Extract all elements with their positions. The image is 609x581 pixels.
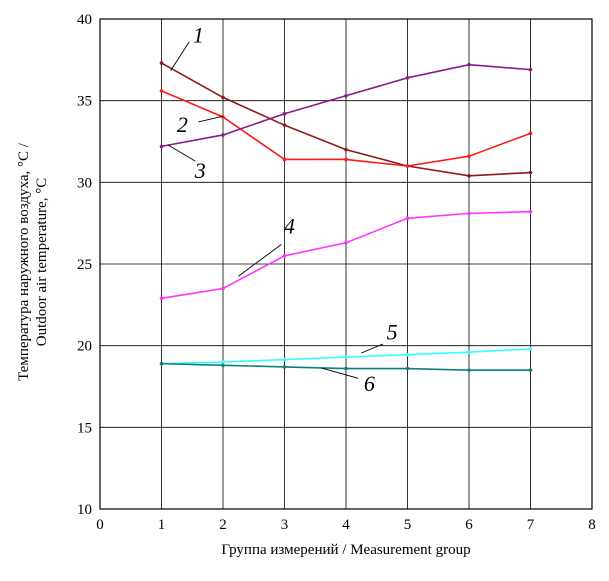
data-point — [405, 76, 410, 80]
y-axis-title-line1: Температура наружного воздуха, °С / — [16, 142, 32, 381]
y-axis-title-line2: Outdoor air temperature, °С — [34, 178, 50, 346]
data-point — [528, 209, 533, 214]
callout-leader — [321, 367, 359, 379]
data-point — [405, 366, 410, 371]
data-point — [221, 363, 225, 368]
data-point — [405, 352, 410, 357]
callout-leader — [361, 343, 384, 354]
series-label-1: 1 — [193, 22, 204, 47]
data-point — [467, 368, 471, 372]
series-label-4: 4 — [284, 213, 295, 238]
x-tick-label: 2 — [219, 517, 227, 533]
data-point — [282, 111, 287, 116]
data-point — [467, 62, 471, 67]
y-tick-label: 15 — [77, 420, 92, 436]
x-tick-label: 5 — [404, 517, 412, 533]
data-point — [528, 347, 533, 351]
data-point — [221, 133, 225, 137]
x-tick-label: 6 — [465, 517, 473, 533]
x-tick-label: 3 — [281, 517, 289, 533]
data-point — [467, 350, 471, 355]
data-point — [467, 154, 471, 158]
series-label-2: 2 — [177, 112, 188, 137]
data-point — [344, 157, 348, 162]
series-label-3: 3 — [194, 158, 206, 183]
callout-leader — [167, 144, 196, 162]
data-point — [344, 355, 348, 359]
y-tick-label: 40 — [77, 12, 92, 28]
data-point — [467, 211, 471, 216]
data-point — [528, 368, 533, 372]
data-point — [282, 365, 287, 369]
y-tick-label: 35 — [77, 94, 92, 110]
data-point — [344, 366, 348, 371]
series-lines — [159, 61, 533, 372]
data-point — [159, 89, 164, 93]
data-point — [282, 123, 287, 127]
data-point — [159, 144, 164, 149]
data-point — [344, 147, 348, 152]
data-point — [405, 164, 410, 168]
data-point — [282, 254, 287, 258]
data-point — [221, 286, 225, 291]
series-label-5: 5 — [387, 320, 398, 345]
x-axis-title: Группа измерений / Measurement group — [221, 542, 470, 558]
data-point — [344, 93, 348, 98]
data-point — [221, 360, 225, 364]
data-point — [159, 61, 164, 65]
series-label-6: 6 — [364, 371, 375, 396]
data-point — [528, 67, 533, 72]
data-point — [282, 157, 287, 162]
axes — [99, 18, 593, 510]
data-point — [528, 170, 533, 175]
data-point — [221, 95, 225, 100]
x-tick-label: 4 — [342, 517, 350, 533]
y-tick-label: 10 — [77, 502, 92, 518]
data-point — [282, 357, 287, 362]
x-tick-label: 1 — [158, 517, 166, 533]
data-point — [159, 361, 164, 366]
y-tick-label: 30 — [77, 175, 92, 191]
data-point — [221, 115, 225, 119]
data-point — [344, 240, 348, 245]
data-point — [159, 296, 164, 301]
x-tick-label: 0 — [96, 517, 104, 533]
grid — [100, 19, 592, 509]
x-tick-label: 8 — [588, 517, 596, 533]
plot-frame — [99, 18, 593, 510]
y-tick-label: 25 — [77, 257, 92, 273]
callout-leader — [198, 115, 224, 123]
callout-leader — [238, 244, 282, 277]
y-tick-label: 20 — [77, 339, 92, 355]
data-point — [405, 216, 410, 221]
x-tick-label: 7 — [527, 517, 535, 533]
data-point — [467, 174, 471, 178]
data-point — [528, 131, 533, 136]
callout-leader — [170, 41, 190, 71]
